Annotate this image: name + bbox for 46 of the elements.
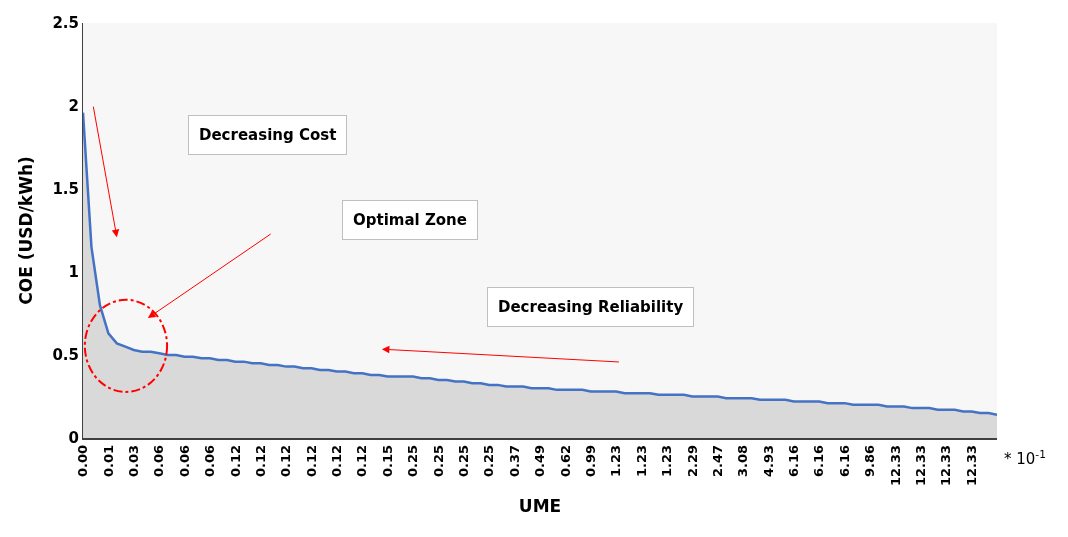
x-tick-label: 0.12 bbox=[227, 444, 243, 478]
y-tick-label: 0.5 bbox=[52, 346, 79, 365]
x-tick-label: 0.12 bbox=[278, 444, 294, 478]
x-tick-label: 12.33 bbox=[963, 444, 979, 487]
x-tick-label: 4.93 bbox=[760, 444, 776, 478]
text: * 10$^{-1}$ bbox=[1004, 448, 1046, 469]
x-tick-label: 0.25 bbox=[405, 444, 421, 478]
annotation: Decreasing Cost bbox=[199, 126, 337, 144]
x-tick-label: 6.16 bbox=[811, 444, 827, 478]
x-tick-label: 9.86 bbox=[862, 444, 878, 478]
y-tick-label: 2.5 bbox=[52, 14, 79, 33]
x-tick-label: 12.33 bbox=[887, 444, 903, 487]
x-tick-label: 3.08 bbox=[735, 444, 751, 478]
x-tick-label: 0.12 bbox=[303, 444, 319, 478]
x-tick-label: 12.33 bbox=[938, 444, 954, 487]
annotation: Decreasing Reliability bbox=[498, 298, 684, 316]
x-tick-label: 0.12 bbox=[329, 444, 345, 478]
x-tick-label: 1.23 bbox=[608, 444, 624, 478]
annotation: Optimal Zone bbox=[353, 211, 467, 229]
x-tick-label: 0.03 bbox=[126, 444, 142, 478]
x-tick-label: 0.12 bbox=[252, 444, 268, 478]
x-tick-label: 0.25 bbox=[430, 444, 446, 478]
x-tick-label: 2.47 bbox=[709, 444, 725, 478]
x-tick-label: 0.25 bbox=[456, 444, 472, 478]
x-tick-label: 0.06 bbox=[176, 444, 192, 478]
x-tick-label: 0.25 bbox=[481, 444, 497, 478]
x-tick-label: 12.33 bbox=[913, 444, 929, 487]
x-tick-label: 0.01 bbox=[100, 444, 116, 478]
x-tick-label: 0.06 bbox=[151, 444, 167, 478]
x-axis-title: UME bbox=[518, 495, 562, 516]
y-axis-title: COE (USD/kWh) bbox=[15, 156, 36, 305]
x-tick-label: 1.23 bbox=[633, 444, 649, 478]
x-tick-label: 0.12 bbox=[354, 444, 370, 478]
x-tick-label: 0.15 bbox=[379, 444, 395, 478]
x-tick-label: 1.23 bbox=[659, 444, 675, 478]
x-tick-label: 2.29 bbox=[684, 444, 700, 478]
x-tick-label: 6.16 bbox=[786, 444, 802, 478]
x-tick-label: 0.06 bbox=[202, 444, 218, 478]
x-tick-label: 6.16 bbox=[836, 444, 852, 478]
x-tick-label: 0.49 bbox=[532, 444, 548, 478]
x-tick-label: 0.62 bbox=[557, 444, 573, 478]
y-tick-label: 2 bbox=[68, 97, 79, 116]
y-tick-label: 1 bbox=[68, 263, 79, 282]
x-tick-label: 0.99 bbox=[583, 444, 599, 478]
x-tick-label: 0.37 bbox=[506, 444, 522, 478]
y-tick-label: 1.5 bbox=[52, 180, 79, 199]
